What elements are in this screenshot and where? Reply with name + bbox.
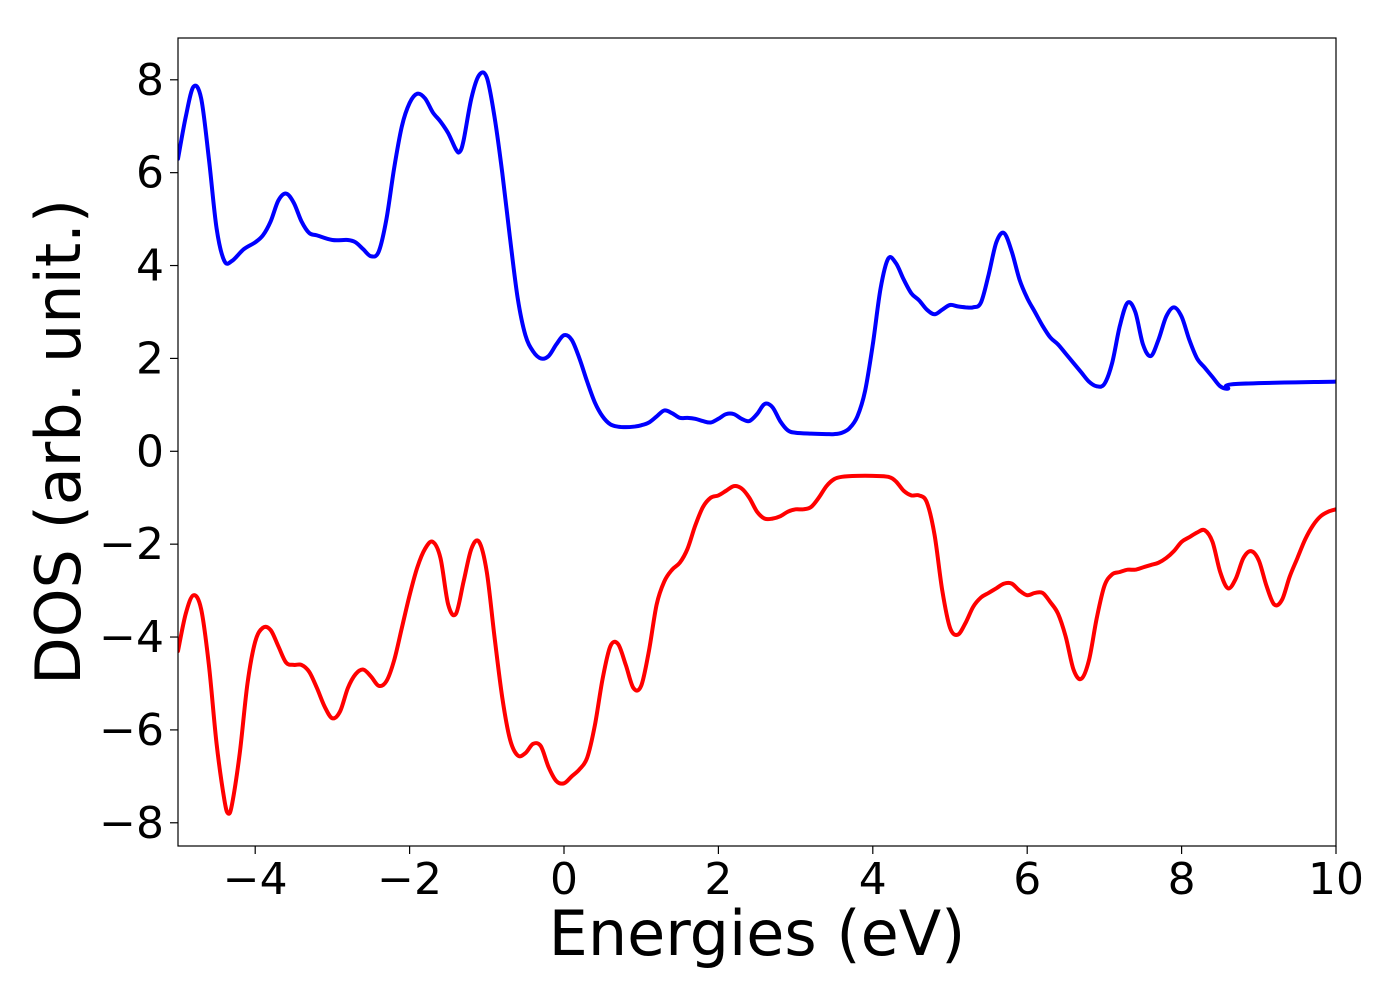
y-tick-label: −4	[99, 612, 164, 663]
x-tick-label: −4	[223, 854, 288, 905]
series-layer	[178, 70, 1336, 816]
x-tick-label: 10	[1308, 854, 1364, 905]
y-tick-label: −2	[99, 519, 164, 570]
x-tick-label: 2	[704, 854, 732, 905]
y-tick-label: 8	[136, 55, 164, 106]
x-tick-label: 8	[1168, 854, 1196, 905]
y-tick-label: 4	[136, 241, 164, 292]
series-line-blue	[178, 70, 1336, 437]
y-axis-label: DOS (arb. unit.)	[22, 199, 95, 685]
x-tick-label: −2	[377, 854, 442, 905]
x-axis-label: Energies (eV)	[549, 897, 966, 970]
x-tick-label: 6	[1013, 854, 1041, 905]
plot-frame	[177, 37, 1337, 847]
x-axis-ticks: −4 −2 0 2 4 6 8 10	[223, 846, 1364, 905]
series-line-red	[178, 473, 1336, 816]
y-tick-label: 2	[136, 333, 164, 384]
y-tick-label: −8	[99, 798, 164, 849]
y-tick-label: −6	[99, 705, 164, 756]
x-tick-label: 0	[550, 854, 578, 905]
x-tick-label: 4	[859, 854, 887, 905]
y-tick-label: 6	[136, 148, 164, 199]
y-tick-label: 0	[136, 426, 164, 477]
y-axis-ticks: 8 6 4 2 0 −2 −4 −6 −8	[99, 55, 178, 849]
